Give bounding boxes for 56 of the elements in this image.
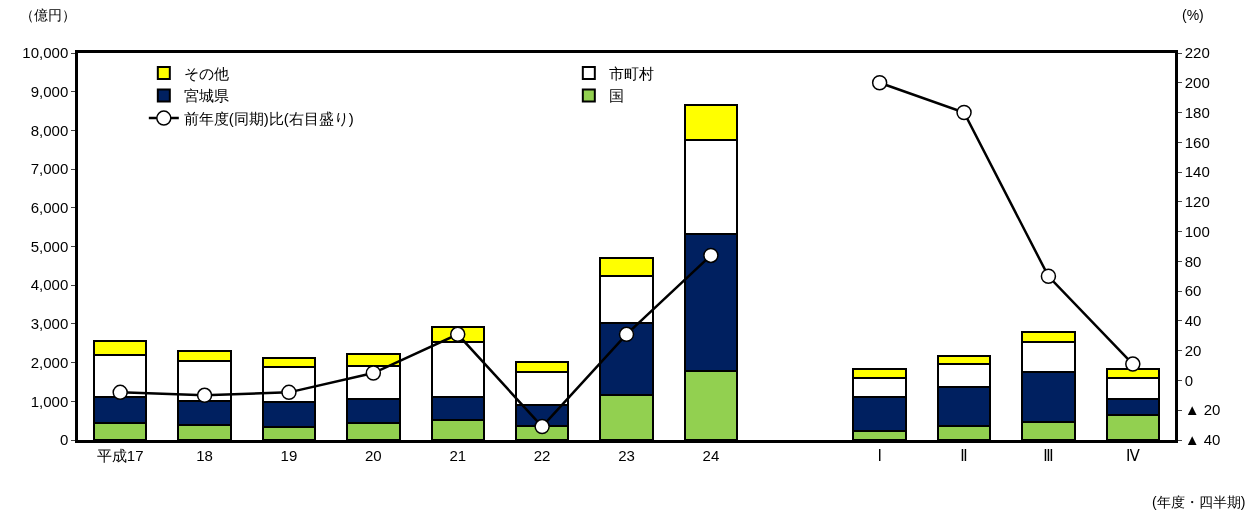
x-tick-label: 23 xyxy=(618,446,635,464)
y2-axis-title: (%) xyxy=(1182,7,1204,23)
x-tick-label: 21 xyxy=(449,446,467,464)
x-axis-title: (年度・四半期) xyxy=(1152,494,1246,510)
x-tick-label: Ⅲ xyxy=(1043,446,1054,464)
y-tick-label: 3,000 xyxy=(30,315,69,333)
point xyxy=(618,326,635,343)
legend-label: 国 xyxy=(608,87,624,105)
point xyxy=(534,418,550,435)
y2-tick-label: 40 xyxy=(1184,312,1202,330)
y-tick-label: 8,000 xyxy=(30,121,69,139)
point xyxy=(196,387,213,404)
x-tick-label: 19 xyxy=(280,446,298,464)
legend-label: その他 xyxy=(183,64,229,82)
legend-label: 宮城県 xyxy=(183,87,229,105)
y-tick-label: 5,000 xyxy=(30,237,69,255)
y-tick-label: 10,000 xyxy=(22,44,69,62)
x-tick-label: 22 xyxy=(533,446,551,464)
y-tick-label: 1,000 xyxy=(30,392,69,410)
y-tick-label: 6,000 xyxy=(30,199,69,217)
legend-label: 前年度(同期)比(右目盛り) xyxy=(183,109,354,127)
y2-tick-label: 100 xyxy=(1184,222,1210,240)
legend-label: 市町村 xyxy=(608,64,654,82)
y-tick-label: 9,000 xyxy=(30,82,69,100)
y-tick-label: 7,000 xyxy=(30,160,69,178)
point xyxy=(956,104,972,121)
x-tick-label: 18 xyxy=(196,446,213,464)
y2-tick-label: 60 xyxy=(1184,282,1202,300)
y-tick-label: 0 xyxy=(59,431,69,449)
y2-tick-label: 200 xyxy=(1184,74,1210,92)
x-tick-label: 20 xyxy=(365,446,382,464)
y2-tick-label: 160 xyxy=(1184,133,1210,151)
y-tick-label: 2,000 xyxy=(30,353,69,371)
y2-tick-label: 20 xyxy=(1184,341,1202,359)
x-tick-label: 平成17 xyxy=(96,446,144,464)
x-tick-label: 24 xyxy=(702,446,720,464)
y2-tick-label: ▲ 20 xyxy=(1184,401,1221,419)
x-tick-label: Ⅱ xyxy=(960,446,968,464)
y2-tick-label: 140 xyxy=(1184,163,1210,181)
y2-tick-label: 180 xyxy=(1184,103,1210,121)
point xyxy=(1125,356,1141,372)
point xyxy=(1040,268,1057,285)
point xyxy=(365,365,382,381)
y2-tick-label: 120 xyxy=(1184,193,1210,211)
y2-tick-label: 0 xyxy=(1184,371,1194,389)
y2-tick-label: 220 xyxy=(1184,44,1210,62)
x-tick-label: Ⅳ xyxy=(1125,446,1140,464)
y2-tick-label: ▲ 40 xyxy=(1184,431,1221,449)
x-tick-label: Ⅰ xyxy=(877,446,882,464)
point xyxy=(703,247,719,264)
y-tick-label: 4,000 xyxy=(30,276,69,294)
y-axis-title: （億円） xyxy=(20,7,76,23)
point xyxy=(112,384,128,401)
point xyxy=(871,75,888,91)
y2-tick-label: 80 xyxy=(1184,252,1202,270)
point xyxy=(449,326,466,343)
